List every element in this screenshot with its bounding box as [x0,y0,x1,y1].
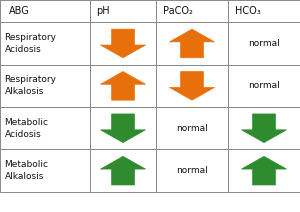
Text: normal: normal [248,81,280,90]
Text: normal: normal [176,166,208,175]
Bar [228,65,300,107]
Polygon shape [100,156,146,185]
Bar [90,107,156,149]
Text: HCO₃: HCO₃ [235,6,261,16]
Polygon shape [100,72,146,100]
Polygon shape [242,156,286,185]
Bar [90,22,156,65]
Polygon shape [242,114,286,143]
Text: Respiratory
Acidosis: Respiratory Acidosis [4,33,56,54]
Bar [90,149,156,192]
Text: ABG: ABG [9,6,30,16]
Bar [90,0,156,22]
Text: normal: normal [176,124,208,133]
Bar [156,65,228,107]
Text: PaCO₂: PaCO₂ [163,6,193,16]
Bar [228,149,300,192]
Bar [0,149,90,192]
Bar [0,22,90,65]
Bar [228,22,300,65]
Text: normal: normal [248,39,280,48]
Bar [156,149,228,192]
Text: Metabolic
Acidosis: Metabolic Acidosis [4,118,49,139]
Polygon shape [100,29,146,58]
Bar [156,22,228,65]
Bar [0,65,90,107]
Bar [0,107,90,149]
Bar [90,65,156,107]
Polygon shape [169,29,214,58]
Text: Metabolic
Alkalosis: Metabolic Alkalosis [4,160,49,181]
Polygon shape [100,114,146,143]
Text: Respiratory
Alkalosis: Respiratory Alkalosis [4,75,56,96]
Bar [156,0,228,22]
Bar [0,0,90,22]
Bar [156,107,228,149]
Bar [228,107,300,149]
Bar [228,0,300,22]
Polygon shape [169,72,214,100]
Text: pH: pH [97,6,110,16]
